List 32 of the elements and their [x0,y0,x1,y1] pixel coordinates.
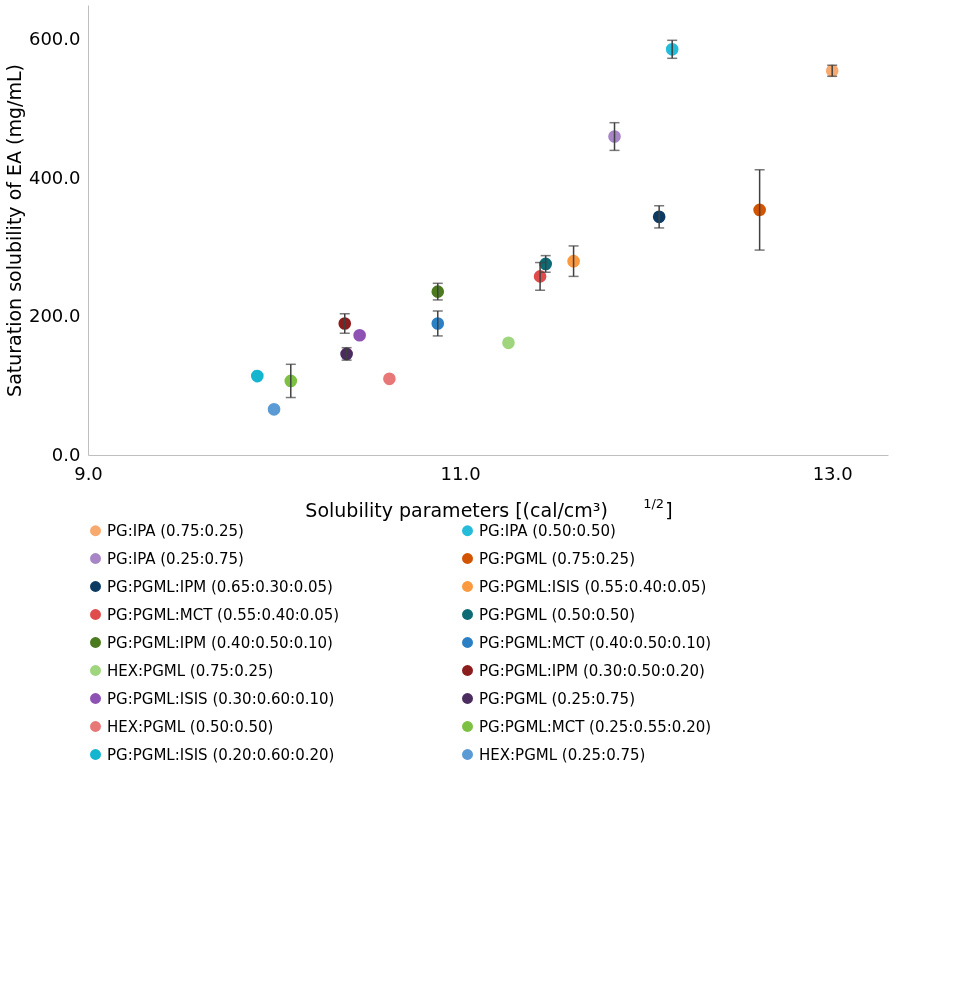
legend-label: HEX:PGML (0.50:0.50) [107,717,274,736]
point [267,403,281,416]
y-axis-title: Saturation solubility of EA (mg/mL) [2,64,25,397]
legend-label: PG:PGML:ISIS (0.20:0.60:0.20) [107,745,335,764]
point [567,254,580,268]
x-tick-label: 13.0 [812,462,853,484]
legend-label: PG:PGML (0.50:0.50) [479,605,636,624]
y-tick-label: 200.0 [28,305,81,327]
legend-label: PG:PGML:IPM (0.40:0.50:0.10) [107,633,333,652]
x-tick-label: 9.0 [74,462,103,484]
legend-label: HEX:PGML (0.75:0.25) [107,661,274,680]
point [250,369,264,383]
legend-label: PG:IPA (0.75:0.25) [107,521,244,540]
legend-label: PG:PGML:IPM (0.30:0.50:0.20) [479,661,705,680]
y-tick-label: 400.0 [28,166,81,188]
legend-label: PG:IPA (0.25:0.75) [107,549,244,568]
legend-label: PG:PGML:MCT (0.25:0.55:0.20) [479,717,712,736]
point [383,372,396,386]
legend-label: PG:PGML (0.75:0.25) [479,549,636,568]
legend-label: PG:PGML (0.25:0.75) [479,689,636,708]
legend-label: PG:IPA (0.50:0.50) [479,521,616,540]
y-tick-label: 600.0 [28,28,81,50]
legend-label: PG:PGML:MCT (0.40:0.50:0.10) [479,633,712,652]
legend-label: PG:PGML:IPM (0.65:0.30:0.05) [107,577,333,596]
y-tick-label: 0.0 [51,443,81,465]
legend-label: PG:PGML:MCT (0.55:0.40:0.05) [107,605,340,624]
point [502,336,515,350]
legend-label: PG:PGML:ISIS (0.55:0.40:0.05) [479,577,707,596]
point [353,328,366,342]
x-tick-label: 11.0 [440,462,481,484]
legend-label: HEX:PGML (0.25:0.75) [479,745,646,764]
legend-label: PG:PGML:ISIS (0.30:0.60:0.10) [107,689,335,708]
